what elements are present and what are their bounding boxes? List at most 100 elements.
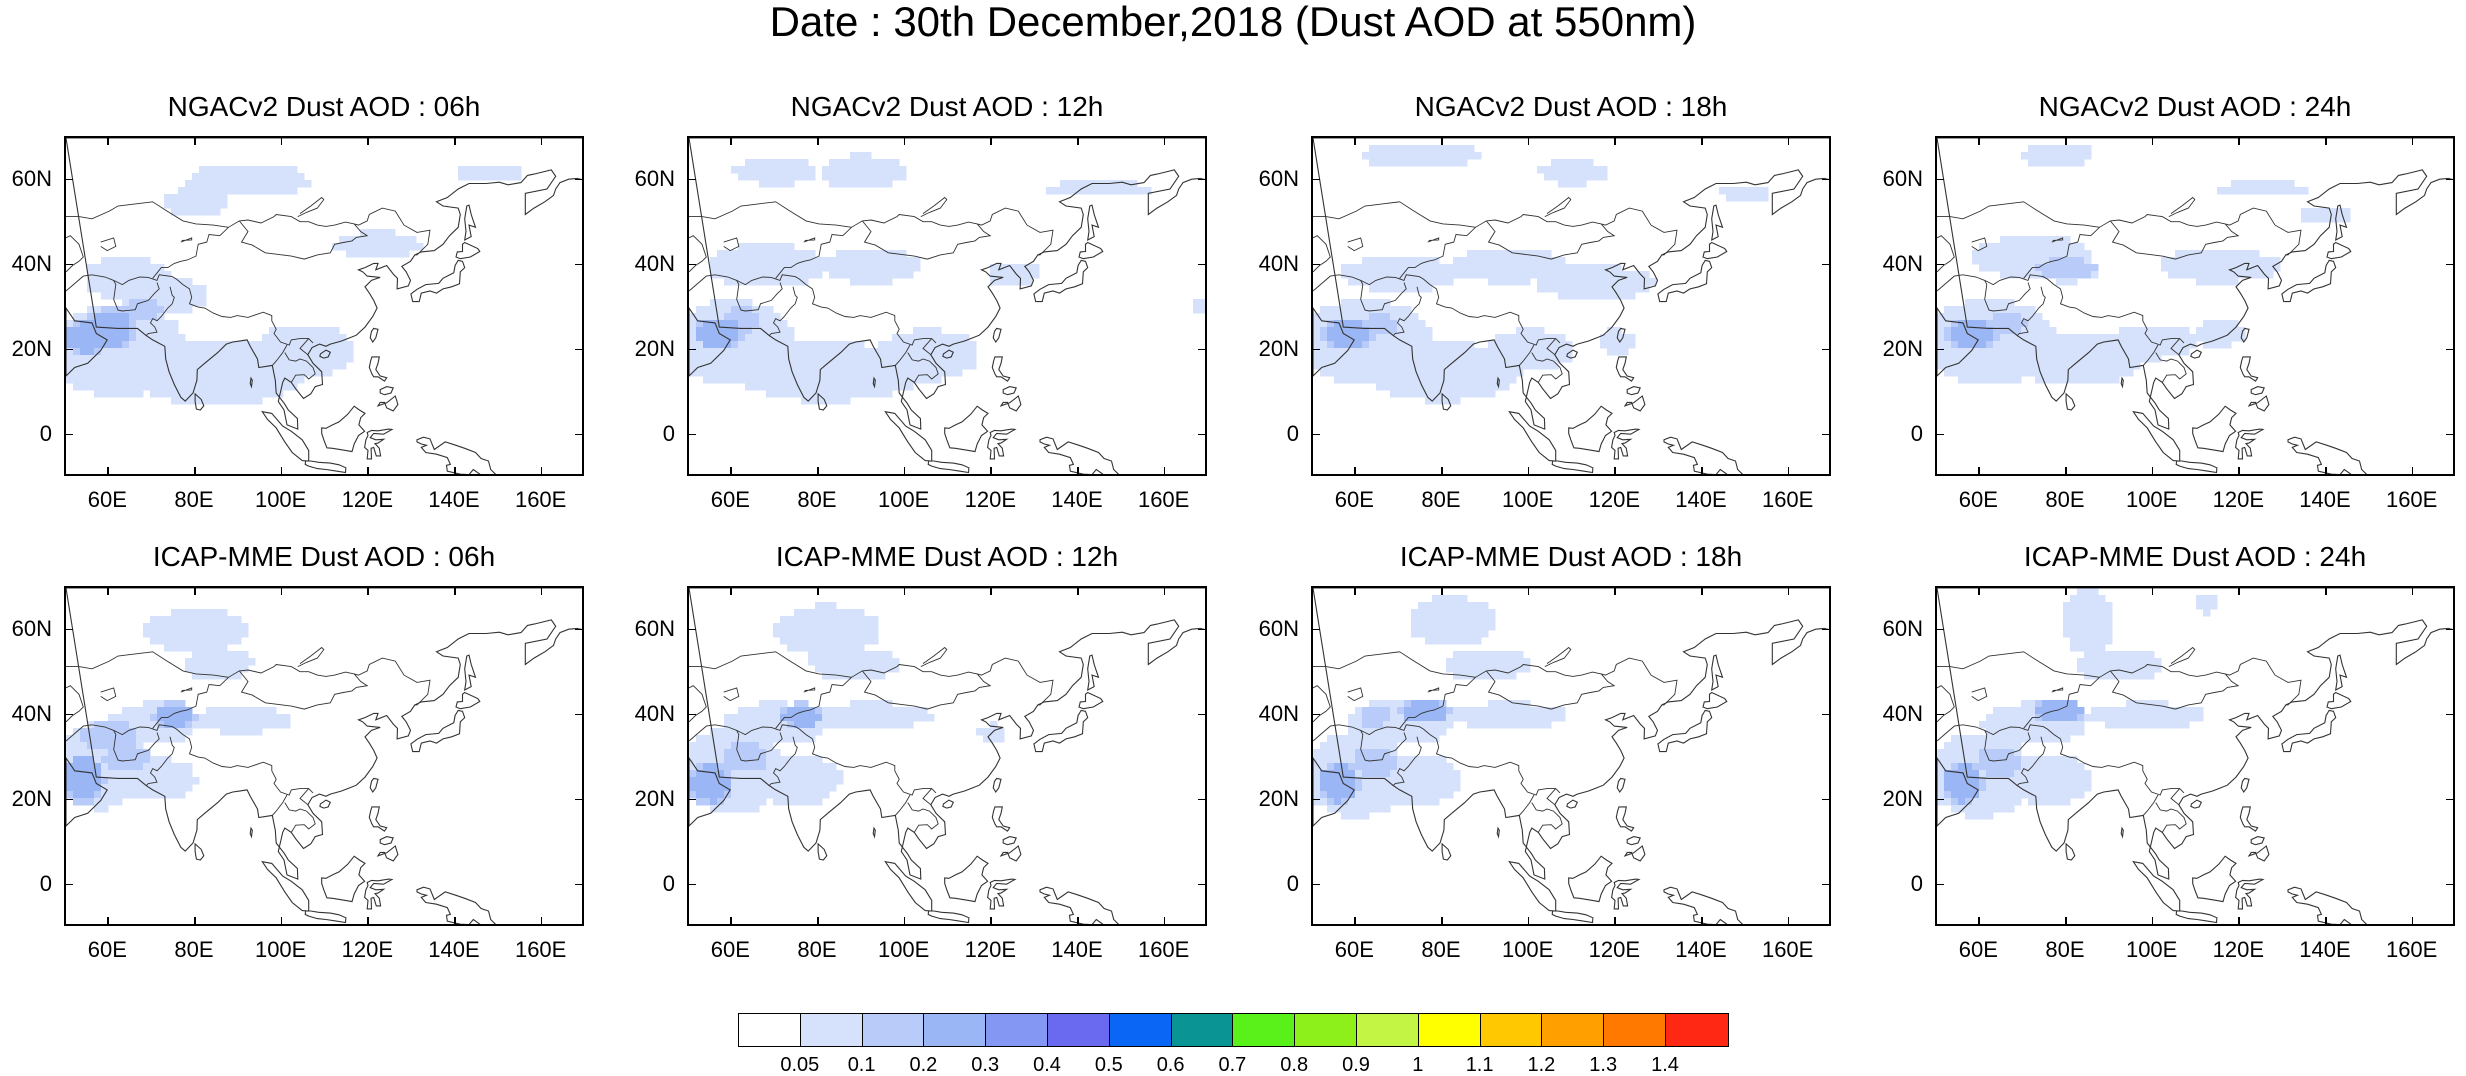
panel-title: ICAP-MME Dust AOD : 18h <box>1399 541 1743 572</box>
lat-tick <box>1311 798 1320 800</box>
map-panel <box>1311 586 1831 926</box>
lat-tick <box>687 348 696 350</box>
lon-tick-label: 140E <box>1675 487 1727 512</box>
lon-tick-label: 100E <box>877 487 930 512</box>
dust-aod-map <box>689 138 1205 474</box>
colorbar-label: 0.2 <box>909 1054 938 1076</box>
lat-tick-label: 40N <box>11 700 52 726</box>
lon-tick-label: 120E <box>2212 937 2265 962</box>
map-panel <box>687 586 1207 926</box>
lon-tick-label: 100E <box>254 487 307 512</box>
lon-tick <box>2411 136 2414 145</box>
map-panel <box>64 136 584 476</box>
panel-title: NGACv2 Dust AOD : 12h <box>790 91 1104 122</box>
lon-tick <box>454 136 456 145</box>
lat-tick <box>1311 348 1320 350</box>
colorbar-swatch <box>800 1014 863 1046</box>
lon-tick <box>1701 586 1703 595</box>
lat-tick <box>1822 883 1831 885</box>
lat-tick <box>687 263 696 265</box>
lon-tick <box>1614 917 1616 926</box>
lon-tick <box>540 586 543 595</box>
lon-tick <box>1978 586 1980 595</box>
panel-title: ICAP-MME Dust AOD : 06h <box>152 541 496 572</box>
lat-tick <box>1198 628 1207 630</box>
lon-tick <box>1787 467 1790 476</box>
lat-tick <box>1822 798 1831 800</box>
lon-tick <box>1787 917 1790 926</box>
figure-title: Date : 30th December,2018 (Dust AOD at 5… <box>769 0 1697 45</box>
dust-aod-map <box>689 588 1205 924</box>
lat-tick <box>1198 713 1207 715</box>
lon-tick <box>990 136 992 145</box>
coastlines <box>1313 138 1829 474</box>
lon-tick <box>194 586 196 595</box>
lon-tick <box>1441 467 1443 476</box>
lat-tick-label: 40N <box>634 700 675 726</box>
panel-title: NGACv2 Dust AOD : 24h <box>2038 91 2352 122</box>
lat-tick-label: 40N <box>11 250 52 276</box>
colorbar-label: 0.1 <box>847 1054 876 1076</box>
lat-tick-label: 40N <box>1882 250 1923 276</box>
lon-tick <box>1077 136 1079 145</box>
colorbar <box>738 1013 1729 1047</box>
lon-tick <box>1077 586 1079 595</box>
lon-tick <box>1441 917 1443 926</box>
lon-tick <box>1527 917 1530 926</box>
map-panel <box>1935 586 2455 926</box>
lon-tick-label: 60E <box>1334 487 1374 512</box>
lon-tick <box>1701 917 1703 926</box>
lat-tick <box>1935 883 1944 885</box>
lat-tick <box>687 628 696 630</box>
lon-tick <box>1978 136 1980 145</box>
aod-shading <box>66 166 522 405</box>
colorbar-swatch <box>739 1014 801 1046</box>
lat-tick-label: 60N <box>1258 165 1299 191</box>
lat-tick <box>1198 433 1207 435</box>
lon-tick <box>107 586 109 595</box>
colorbar-label: 1 <box>1412 1054 1424 1076</box>
lon-tick-label: 100E <box>1501 937 1554 962</box>
lon-tick-label: 140E <box>1675 937 1727 962</box>
lon-tick-label: 60E <box>1958 487 1998 512</box>
dust-aod-map <box>1313 138 1829 474</box>
coastlines <box>689 138 1205 474</box>
lon-tick <box>107 917 109 926</box>
lon-tick-label: 160E <box>514 937 567 962</box>
lon-tick <box>1614 136 1616 145</box>
lat-tick <box>64 713 73 715</box>
lat-tick-label: 0 <box>662 870 675 896</box>
lat-tick-label: 0 <box>39 870 52 896</box>
lon-tick <box>2151 586 2154 595</box>
colorbar-label: 0.7 <box>1218 1054 1247 1076</box>
lon-tick-label: 100E <box>1501 487 1554 512</box>
lat-tick <box>575 178 584 180</box>
coastlines <box>689 588 1205 924</box>
lat-tick <box>575 798 584 800</box>
lon-tick <box>1441 586 1443 595</box>
lon-tick <box>1978 467 1980 476</box>
lon-tick <box>730 917 732 926</box>
lat-tick-label: 20N <box>634 335 675 361</box>
lon-tick <box>107 467 109 476</box>
colorbar-swatch <box>1480 1014 1543 1046</box>
lon-tick-label: 160E <box>2385 937 2438 962</box>
lon-tick <box>1527 586 1530 595</box>
lon-tick-label: 140E <box>1051 487 1103 512</box>
colorbar-swatch <box>986 1014 1048 1046</box>
lon-tick <box>367 467 369 476</box>
aod-shading <box>689 152 1205 405</box>
lon-tick-label: 140E <box>2299 487 2351 512</box>
colorbar-swatch <box>1418 1014 1481 1046</box>
lon-tick <box>1077 917 1079 926</box>
lat-tick <box>2446 263 2455 265</box>
lon-tick-label: 100E <box>254 937 307 962</box>
colorbar-label: 1.4 <box>1651 1054 1679 1076</box>
map-panel <box>687 136 1207 476</box>
lon-tick-label: 80E <box>797 937 837 962</box>
lon-tick-label: 60E <box>710 487 750 512</box>
lat-tick <box>1198 178 1207 180</box>
lat-tick-label: 60N <box>11 615 52 641</box>
lat-tick <box>687 883 696 885</box>
lon-tick <box>2151 917 2154 926</box>
